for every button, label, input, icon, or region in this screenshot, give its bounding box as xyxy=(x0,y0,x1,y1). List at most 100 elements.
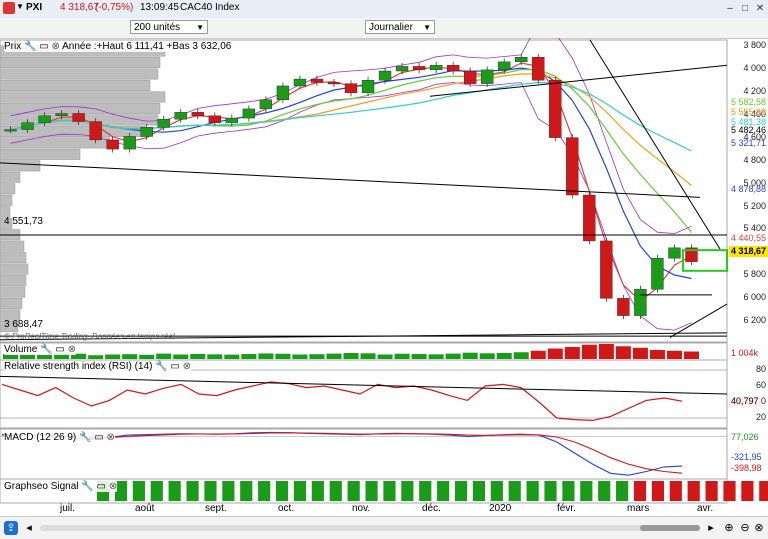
macd-tag-line: -321,95 xyxy=(731,452,762,462)
rsi-tick-label: 20 xyxy=(755,412,766,422)
zoom-out-icon[interactable]: ⊖ xyxy=(740,522,750,534)
volume-bar xyxy=(547,348,563,359)
price-tag-last: 4 318,67 xyxy=(729,246,768,257)
window-icon[interactable]: ▭ xyxy=(55,344,65,355)
candle-up xyxy=(395,66,409,72)
volume-panel-label: Volume 🔧 ▭ ⊗ xyxy=(4,344,76,355)
candle-down xyxy=(327,82,341,85)
x-tick-label: juil. xyxy=(60,503,76,514)
highlight-box xyxy=(682,249,728,272)
rsi-trend-line xyxy=(0,375,728,395)
candle-up xyxy=(21,122,34,130)
scroll-left-icon[interactable]: ◂ xyxy=(26,522,32,534)
macd-series-line xyxy=(1,432,683,474)
x-tick-label: avr. xyxy=(697,503,714,514)
price-tag-5321: 5 321,71 xyxy=(731,138,767,148)
scroll-right-icon[interactable]: ▸ xyxy=(708,522,714,534)
title-bar: ▼ PXI 4 318,67 (-0,75%) 13:09:45 CAC40 I… xyxy=(0,0,768,19)
window-icon[interactable]: ▭ xyxy=(96,481,106,492)
rsi-tag: 40,797 xyxy=(729,396,761,407)
maximize-icon[interactable]: □ xyxy=(741,3,749,14)
signal-bar xyxy=(526,481,539,501)
volume-bar xyxy=(632,347,648,359)
candle-down xyxy=(89,121,102,141)
candle-up xyxy=(481,69,494,84)
scrollbar-thumb[interactable] xyxy=(640,525,700,531)
signal-label: Graphseo Signal xyxy=(4,481,79,492)
volume-bar xyxy=(377,354,393,359)
close-icon[interactable]: ⊗ xyxy=(106,432,115,443)
signal-bar xyxy=(258,481,271,501)
x-tick-label: févr. xyxy=(557,503,576,514)
price-tick-label: 4 600 xyxy=(743,131,766,142)
wrench-icon[interactable]: 🔧 xyxy=(155,361,168,372)
close-icon[interactable]: ⊗ xyxy=(67,344,76,355)
units-value: 200 unités xyxy=(134,22,181,33)
wrench-icon[interactable]: 🔧 xyxy=(24,41,37,52)
wrench-icon[interactable]: 🔧 xyxy=(40,344,53,355)
close-icon[interactable]: ✕ xyxy=(755,3,765,14)
candle-down xyxy=(464,70,477,84)
candle-up xyxy=(259,99,273,110)
moving-average-line xyxy=(10,81,692,152)
symbol-label: PXI xyxy=(26,2,43,13)
volume-profile-bar xyxy=(0,171,21,183)
volume-profile-bar xyxy=(0,286,26,298)
chevron-down-icon: ▼ xyxy=(196,23,204,32)
signal-bar xyxy=(347,481,360,501)
volume-bar xyxy=(428,354,444,359)
window-icon[interactable]: ▭ xyxy=(39,41,49,52)
macd-lines xyxy=(0,431,727,476)
signal-panel-label: Graphseo Signal 🔧 ▭ ⊗ xyxy=(4,481,118,492)
volume-profile-bar xyxy=(0,240,25,252)
volume-bar xyxy=(190,353,206,359)
volume-profile-bar xyxy=(0,275,27,287)
close-icon[interactable]: ⊗ xyxy=(182,361,192,372)
wrench-icon[interactable]: 🔧 xyxy=(79,432,92,443)
period-select[interactable]: Journalier ▼ xyxy=(365,20,435,34)
clock-time: 13:09:45 xyxy=(140,2,179,13)
volume-bar xyxy=(3,354,19,359)
volume-bar xyxy=(411,354,427,359)
candle-down xyxy=(549,79,562,138)
volume-bar xyxy=(683,351,699,359)
volume-bar xyxy=(292,354,308,359)
candle-down xyxy=(310,78,324,83)
close-icon[interactable]: ⊗ xyxy=(51,41,60,52)
price-tag-4878: 4 878,88 xyxy=(731,184,767,194)
signal-bar xyxy=(508,481,521,501)
volume-bar xyxy=(122,354,138,359)
rsi-label: Relative strength index (RSI) (14) xyxy=(4,361,153,372)
zoom-in-icon[interactable]: ⊕ xyxy=(724,522,734,534)
dropdown-arrow-icon[interactable]: ▼ xyxy=(16,2,24,11)
chart-area[interactable] xyxy=(0,38,768,516)
volume-bar xyxy=(615,346,631,359)
signal-bar xyxy=(275,481,289,501)
signal-bar xyxy=(705,481,718,501)
close-icon[interactable]: ⊗ xyxy=(754,522,764,534)
minimize-icon[interactable]: – xyxy=(727,3,733,14)
volume-bar xyxy=(37,354,53,359)
candle-down xyxy=(617,298,630,316)
window-icon[interactable]: ▭ xyxy=(170,361,180,372)
units-select[interactable]: 200 unités ▼ xyxy=(130,20,208,34)
change-pct: (-0,75%) xyxy=(95,2,134,13)
candle-down xyxy=(72,113,85,122)
price-tick-label: 4 400 xyxy=(743,108,766,119)
share-icon[interactable]: ⇪ xyxy=(4,521,18,535)
chart-type-icon[interactable] xyxy=(3,2,15,14)
scrollbar[interactable] xyxy=(40,525,700,531)
price-tag-ma-3: 5 481,38 xyxy=(731,117,767,127)
close-icon[interactable]: ⊗ xyxy=(108,481,118,492)
candle-down xyxy=(412,66,426,71)
trend-line xyxy=(589,39,721,250)
volume-bar xyxy=(326,353,342,359)
wrench-icon[interactable]: 🔧 xyxy=(81,481,94,492)
volume-profile-bar xyxy=(0,252,27,264)
window-icon[interactable]: ▭ xyxy=(94,432,104,443)
signal-bar xyxy=(598,481,611,501)
volume-bar xyxy=(275,353,291,359)
x-tick-label: oct. xyxy=(278,503,295,514)
rsi-line xyxy=(0,369,728,422)
volume-profile-bar xyxy=(0,160,41,172)
